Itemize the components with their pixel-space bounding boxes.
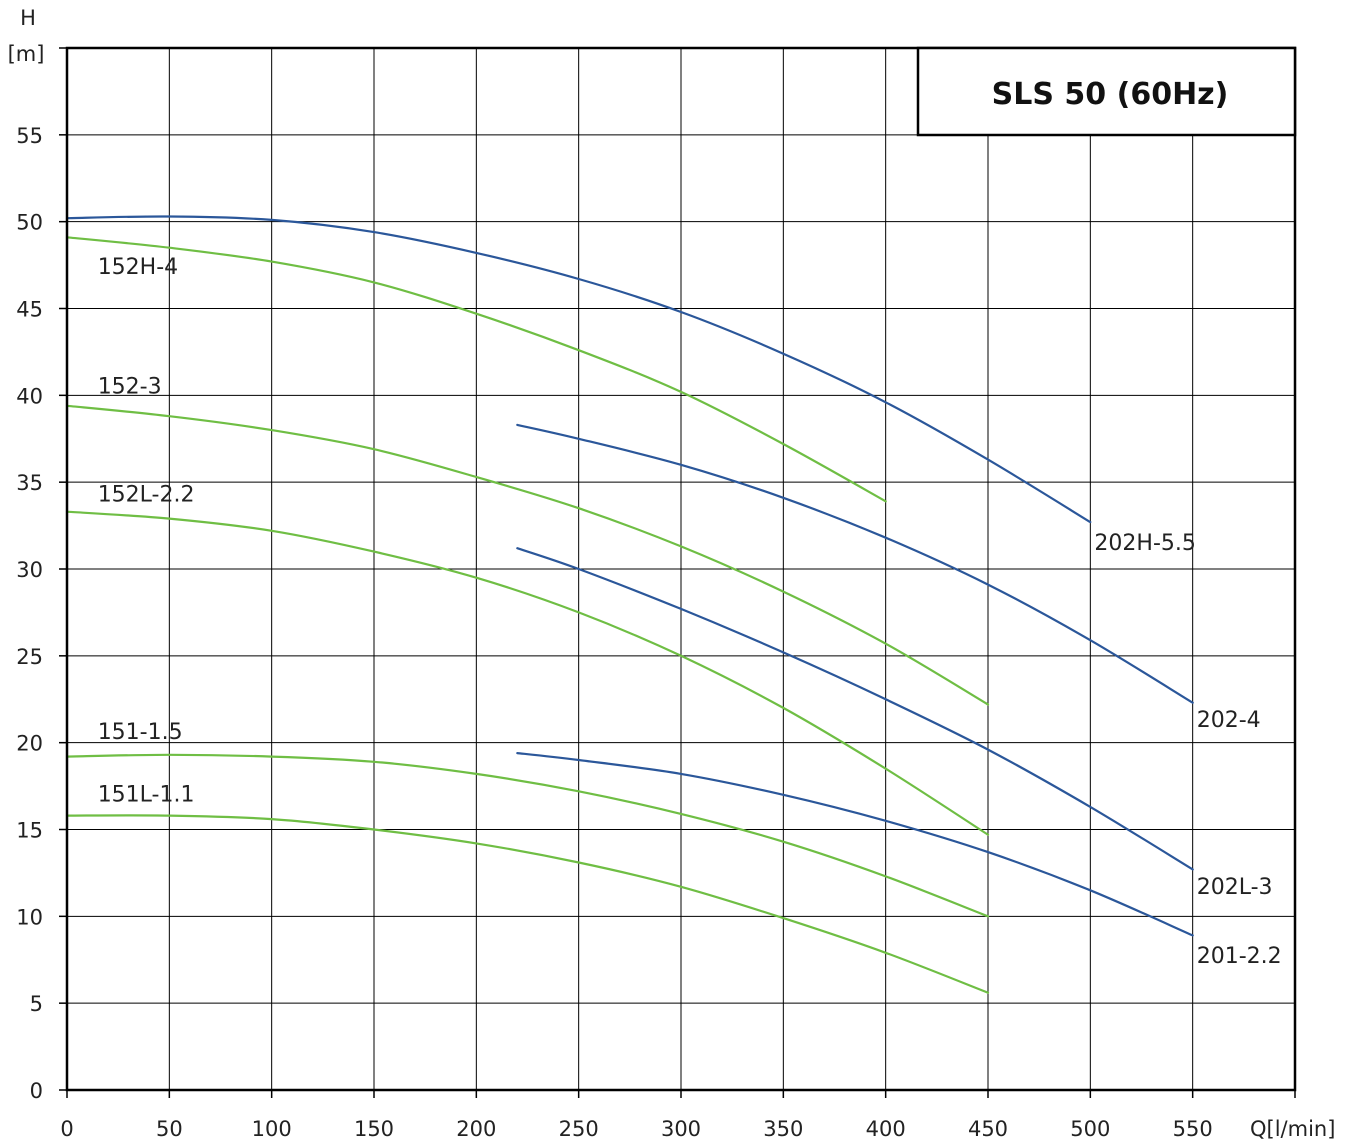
curve-label-201-2-2: 201-2.2 [1197, 944, 1282, 969]
curve-label-151l-1-1: 151L-1.1 [98, 783, 195, 808]
x-axis-title: Q[l/min] [1250, 1117, 1335, 1141]
x-tick-label-50: 50 [156, 1117, 183, 1141]
curve-label-152-3: 152-3 [98, 375, 162, 400]
y-tick-label-5: 5 [30, 992, 43, 1016]
y-tick-label-35: 35 [16, 471, 43, 495]
y-tick-label-45: 45 [16, 298, 43, 322]
y-axis-title-line1: H [20, 6, 36, 30]
y-tick-label-0: 0 [30, 1079, 43, 1103]
curve-label-152h-4: 152H-4 [98, 255, 178, 280]
y-tick-label-55: 55 [16, 124, 43, 148]
grid [59, 47, 1296, 1098]
x-tick-label-100: 100 [252, 1117, 292, 1141]
x-tick-labels: 0 50 100 150 200 250 300 350 400 450 500 550 [60, 1117, 1212, 1141]
curves [65, 215, 1194, 994]
curve-152l-2-2 [65, 510, 990, 836]
curve-202h-5-5 [65, 215, 1092, 524]
plot-frame [65, 46, 1297, 1092]
curve-label-151-1-5: 151-1.5 [98, 720, 183, 745]
title-box: SLS 50 (60Hz) [916, 46, 1297, 137]
x-tick-label-450: 450 [968, 1117, 1008, 1141]
x-tick-label-500: 500 [1070, 1117, 1110, 1141]
y-tick-labels: 0 5 10 15 20 25 30 35 40 45 50 55 [16, 124, 43, 1103]
curve-labels: 152H-4 152-3 152L-2.2 151-1.5 151L-1.1 202H-5… [98, 255, 1282, 969]
curve-label-202h-5-5: 202H-5.5 [1094, 531, 1195, 556]
y-tick-label-50: 50 [16, 211, 43, 235]
x-tick-label-150: 150 [354, 1117, 394, 1141]
x-tick-label-550: 550 [1173, 1117, 1213, 1141]
curve-label-152l-2-2: 152L-2.2 [98, 482, 195, 507]
curve-151-1-5 [65, 753, 990, 918]
x-tick-label-250: 250 [559, 1117, 599, 1141]
x-tick-label-400: 400 [866, 1117, 906, 1141]
y-tick-label-25: 25 [16, 645, 43, 669]
y-tick-label-10: 10 [16, 905, 43, 929]
curve-label-202-4: 202-4 [1197, 708, 1261, 733]
curve-202-4 [516, 423, 1194, 704]
y-axis-title-line2: [m] [8, 42, 45, 66]
curve-152-3 [65, 404, 990, 706]
chart-title: SLS 50 (60Hz) [992, 77, 1229, 112]
x-tick-label-0: 0 [60, 1117, 73, 1141]
curve-151l-1-1 [65, 814, 990, 994]
curve-202l-3 [516, 547, 1194, 871]
x-tick-label-350: 350 [763, 1117, 803, 1141]
curve-label-202l-3: 202L-3 [1197, 875, 1273, 900]
y-tick-label-15: 15 [16, 819, 43, 843]
y-tick-label-20: 20 [16, 732, 43, 756]
y-tick-label-30: 30 [16, 558, 43, 582]
curve-201-2-2 [516, 752, 1194, 937]
x-tick-label-300: 300 [661, 1117, 701, 1141]
curve-152h-4 [65, 236, 887, 503]
y-tick-label-40: 40 [16, 384, 43, 408]
x-tick-label-200: 200 [456, 1117, 496, 1141]
title-frame [916, 46, 1297, 137]
